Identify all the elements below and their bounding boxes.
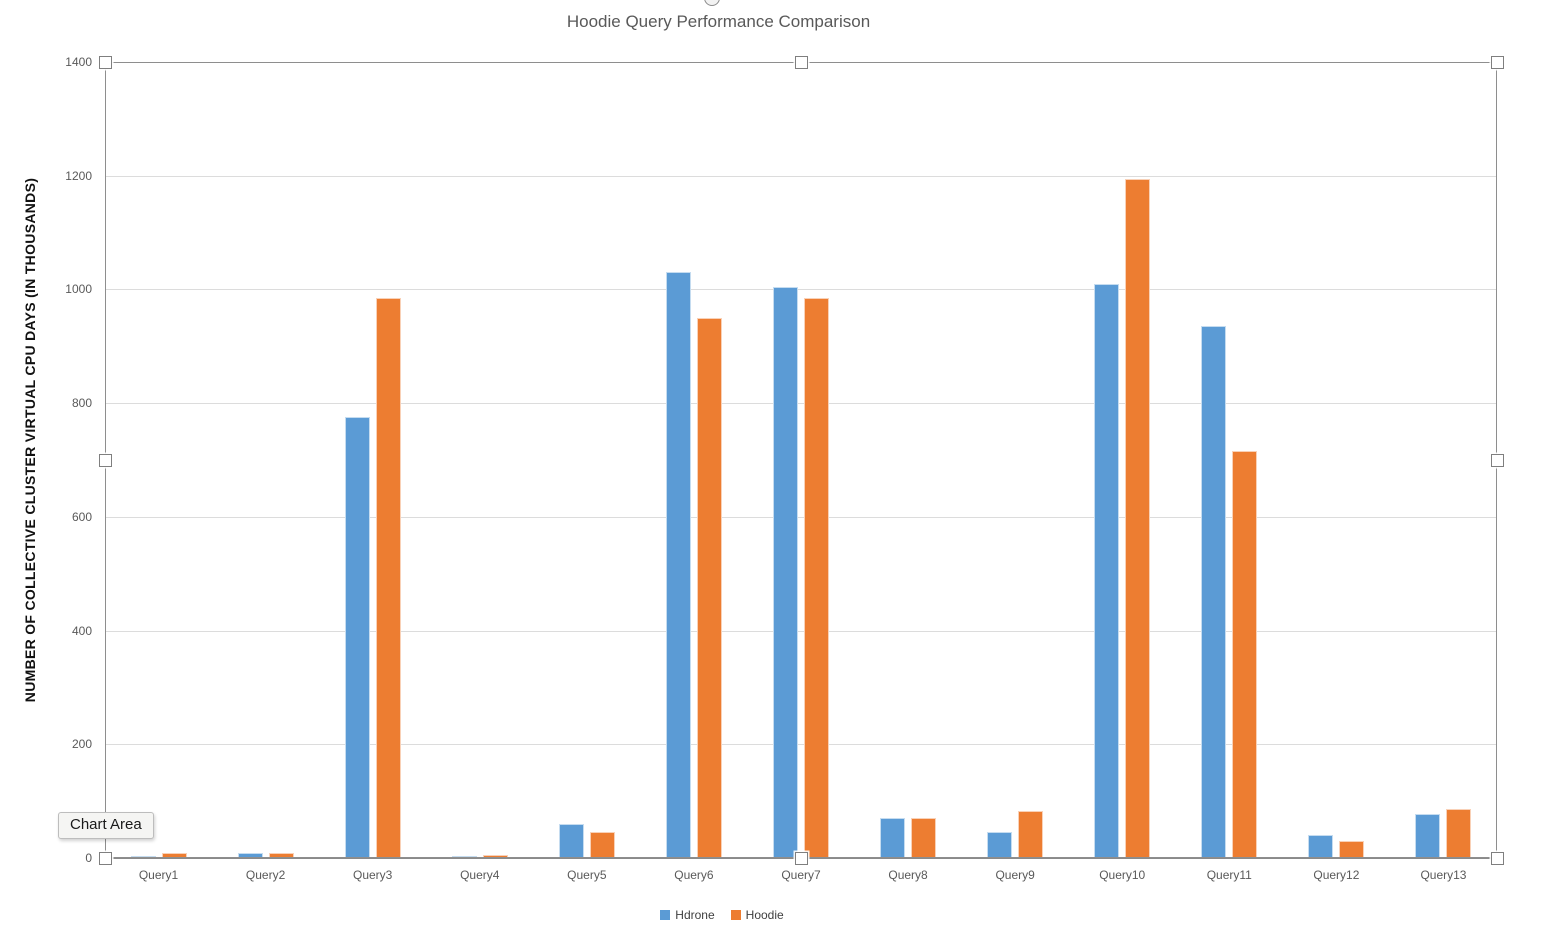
gridline-1000: [105, 289, 1497, 291]
bar-hoodie-query5[interactable]: [589, 831, 615, 858]
bar-hdrone-query4[interactable]: [451, 855, 477, 858]
bar-hdrone-query2[interactable]: [237, 853, 263, 858]
resize-handle-middle-left[interactable]: [98, 453, 112, 467]
resize-handle-top-right[interactable]: [1490, 55, 1504, 69]
x-tick-label-query1: Query1: [138, 868, 179, 882]
chart-title[interactable]: Hoodie Query Performance Comparison: [566, 12, 871, 31]
bar-hoodie-query7[interactable]: [804, 297, 829, 858]
x-tick-label-query7: Query7: [781, 868, 821, 882]
bar-hdrone-query10[interactable]: [1094, 283, 1120, 858]
bar-hoodie-query3[interactable]: [375, 297, 401, 858]
x-tick-label-query6: Query6: [674, 868, 714, 882]
legend-label-hdrone: Hdrone: [675, 908, 715, 922]
x-tick-label-query4: Query4: [460, 868, 500, 882]
gridline-800: [105, 403, 1497, 405]
chart-legend[interactable]: Hdrone Hoodie: [0, 908, 1444, 922]
x-tick-label-query12: Query12: [1313, 868, 1360, 882]
legend-swatch-hoodie: [730, 910, 741, 920]
y-tick-label-600: 600: [71, 509, 92, 524]
chart-area-tooltip: Chart Area: [58, 812, 154, 839]
y-tick-label-1400: 1400: [65, 55, 92, 69]
legend-item-hdrone[interactable]: Hdrone: [660, 908, 715, 922]
bar-hoodie-query9[interactable]: [1018, 810, 1044, 858]
bar-hoodie-query13[interactable]: [1446, 808, 1472, 858]
bar-hdrone-query3[interactable]: [344, 417, 370, 858]
bar-hdrone-query1[interactable]: [130, 855, 156, 858]
x-tick-label-query10: Query10: [1099, 868, 1146, 882]
gridline-200: [105, 744, 1497, 746]
bar-hoodie-query12[interactable]: [1339, 840, 1365, 858]
y-tick-label-1200: 1200: [65, 168, 92, 183]
x-tick-label-query8: Query8: [888, 868, 928, 882]
y-tick-label-0: 0: [85, 851, 92, 865]
x-tick-label-query9: Query9: [995, 868, 1035, 882]
bar-hoodie-query1[interactable]: [161, 853, 187, 858]
bar-hdrone-query13[interactable]: [1415, 813, 1441, 858]
x-tick-label-query2: Query2: [245, 868, 286, 882]
y-tick-label-800: 800: [71, 396, 92, 411]
resize-handle-bottom-center[interactable]: [794, 851, 808, 865]
gridline-1200: [105, 175, 1497, 177]
resize-handle-middle-right[interactable]: [1490, 453, 1504, 467]
bar-hoodie-query10[interactable]: [1125, 178, 1151, 858]
x-tick-label-query5: Query5: [567, 868, 607, 882]
bar-hoodie-query4[interactable]: [482, 855, 508, 858]
bar-hdrone-query9[interactable]: [987, 832, 1013, 858]
legend-label-hoodie: Hoodie: [745, 908, 784, 922]
x-tick-label-query3: Query3: [353, 868, 393, 882]
bar-hdrone-query12[interactable]: [1308, 835, 1334, 858]
gridline-600: [105, 516, 1497, 518]
bar-hdrone-query11[interactable]: [1201, 326, 1227, 858]
resize-handle-top-center[interactable]: [794, 55, 808, 69]
resize-handle-bottom-left[interactable]: [98, 851, 112, 865]
gridline-400: [105, 630, 1497, 632]
bar-hoodie-query6[interactable]: [696, 317, 722, 858]
y-axis-title[interactable]: NUMBER OF COLLECTIVE CLUSTER VIRTUAL CPU…: [22, 177, 38, 703]
bar-hdrone-query8[interactable]: [880, 818, 906, 858]
plot-area[interactable]: [105, 62, 1497, 858]
rotate-handle[interactable]: [704, 0, 720, 6]
bar-hdrone-query5[interactable]: [558, 823, 584, 858]
y-tick-label-200: 200: [71, 737, 92, 752]
legend-swatch-hdrone: [660, 910, 671, 920]
bar-hoodie-query11[interactable]: [1232, 451, 1258, 858]
legend-item-hoodie[interactable]: Hoodie: [730, 908, 784, 922]
resize-handle-top-left[interactable]: [98, 55, 112, 69]
y-tick-label-400: 400: [71, 623, 92, 638]
bar-hdrone-query6[interactable]: [665, 272, 691, 858]
y-tick-label-1000: 1000: [65, 282, 92, 297]
bar-hdrone-query7[interactable]: [773, 286, 798, 858]
x-tick-label-query13: Query13: [1420, 868, 1467, 882]
resize-handle-bottom-right[interactable]: [1490, 851, 1504, 865]
bar-hoodie-query2[interactable]: [268, 853, 294, 858]
x-tick-label-query11: Query11: [1206, 868, 1252, 882]
bar-hoodie-query8[interactable]: [911, 818, 937, 858]
